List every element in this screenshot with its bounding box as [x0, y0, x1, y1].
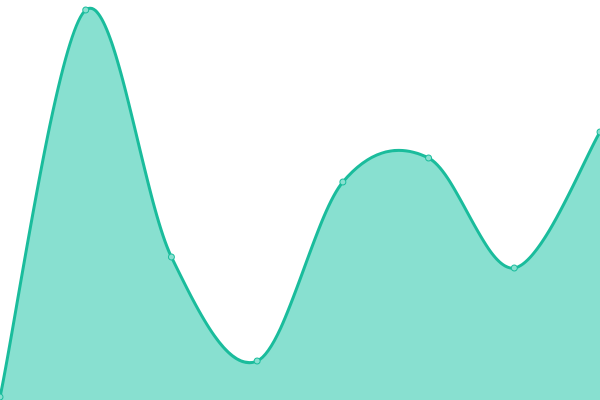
- data-point: [82, 6, 90, 14]
- data-points: [0, 6, 600, 400]
- data-point: [167, 253, 175, 261]
- data-point: [596, 128, 600, 136]
- data-point: [510, 264, 518, 272]
- data-point: [339, 178, 347, 186]
- data-point: [253, 357, 261, 365]
- series-line: [0, 6, 600, 398]
- data-point: [425, 154, 433, 162]
- area-fill: [0, 8, 600, 400]
- data-point: [0, 393, 4, 400]
